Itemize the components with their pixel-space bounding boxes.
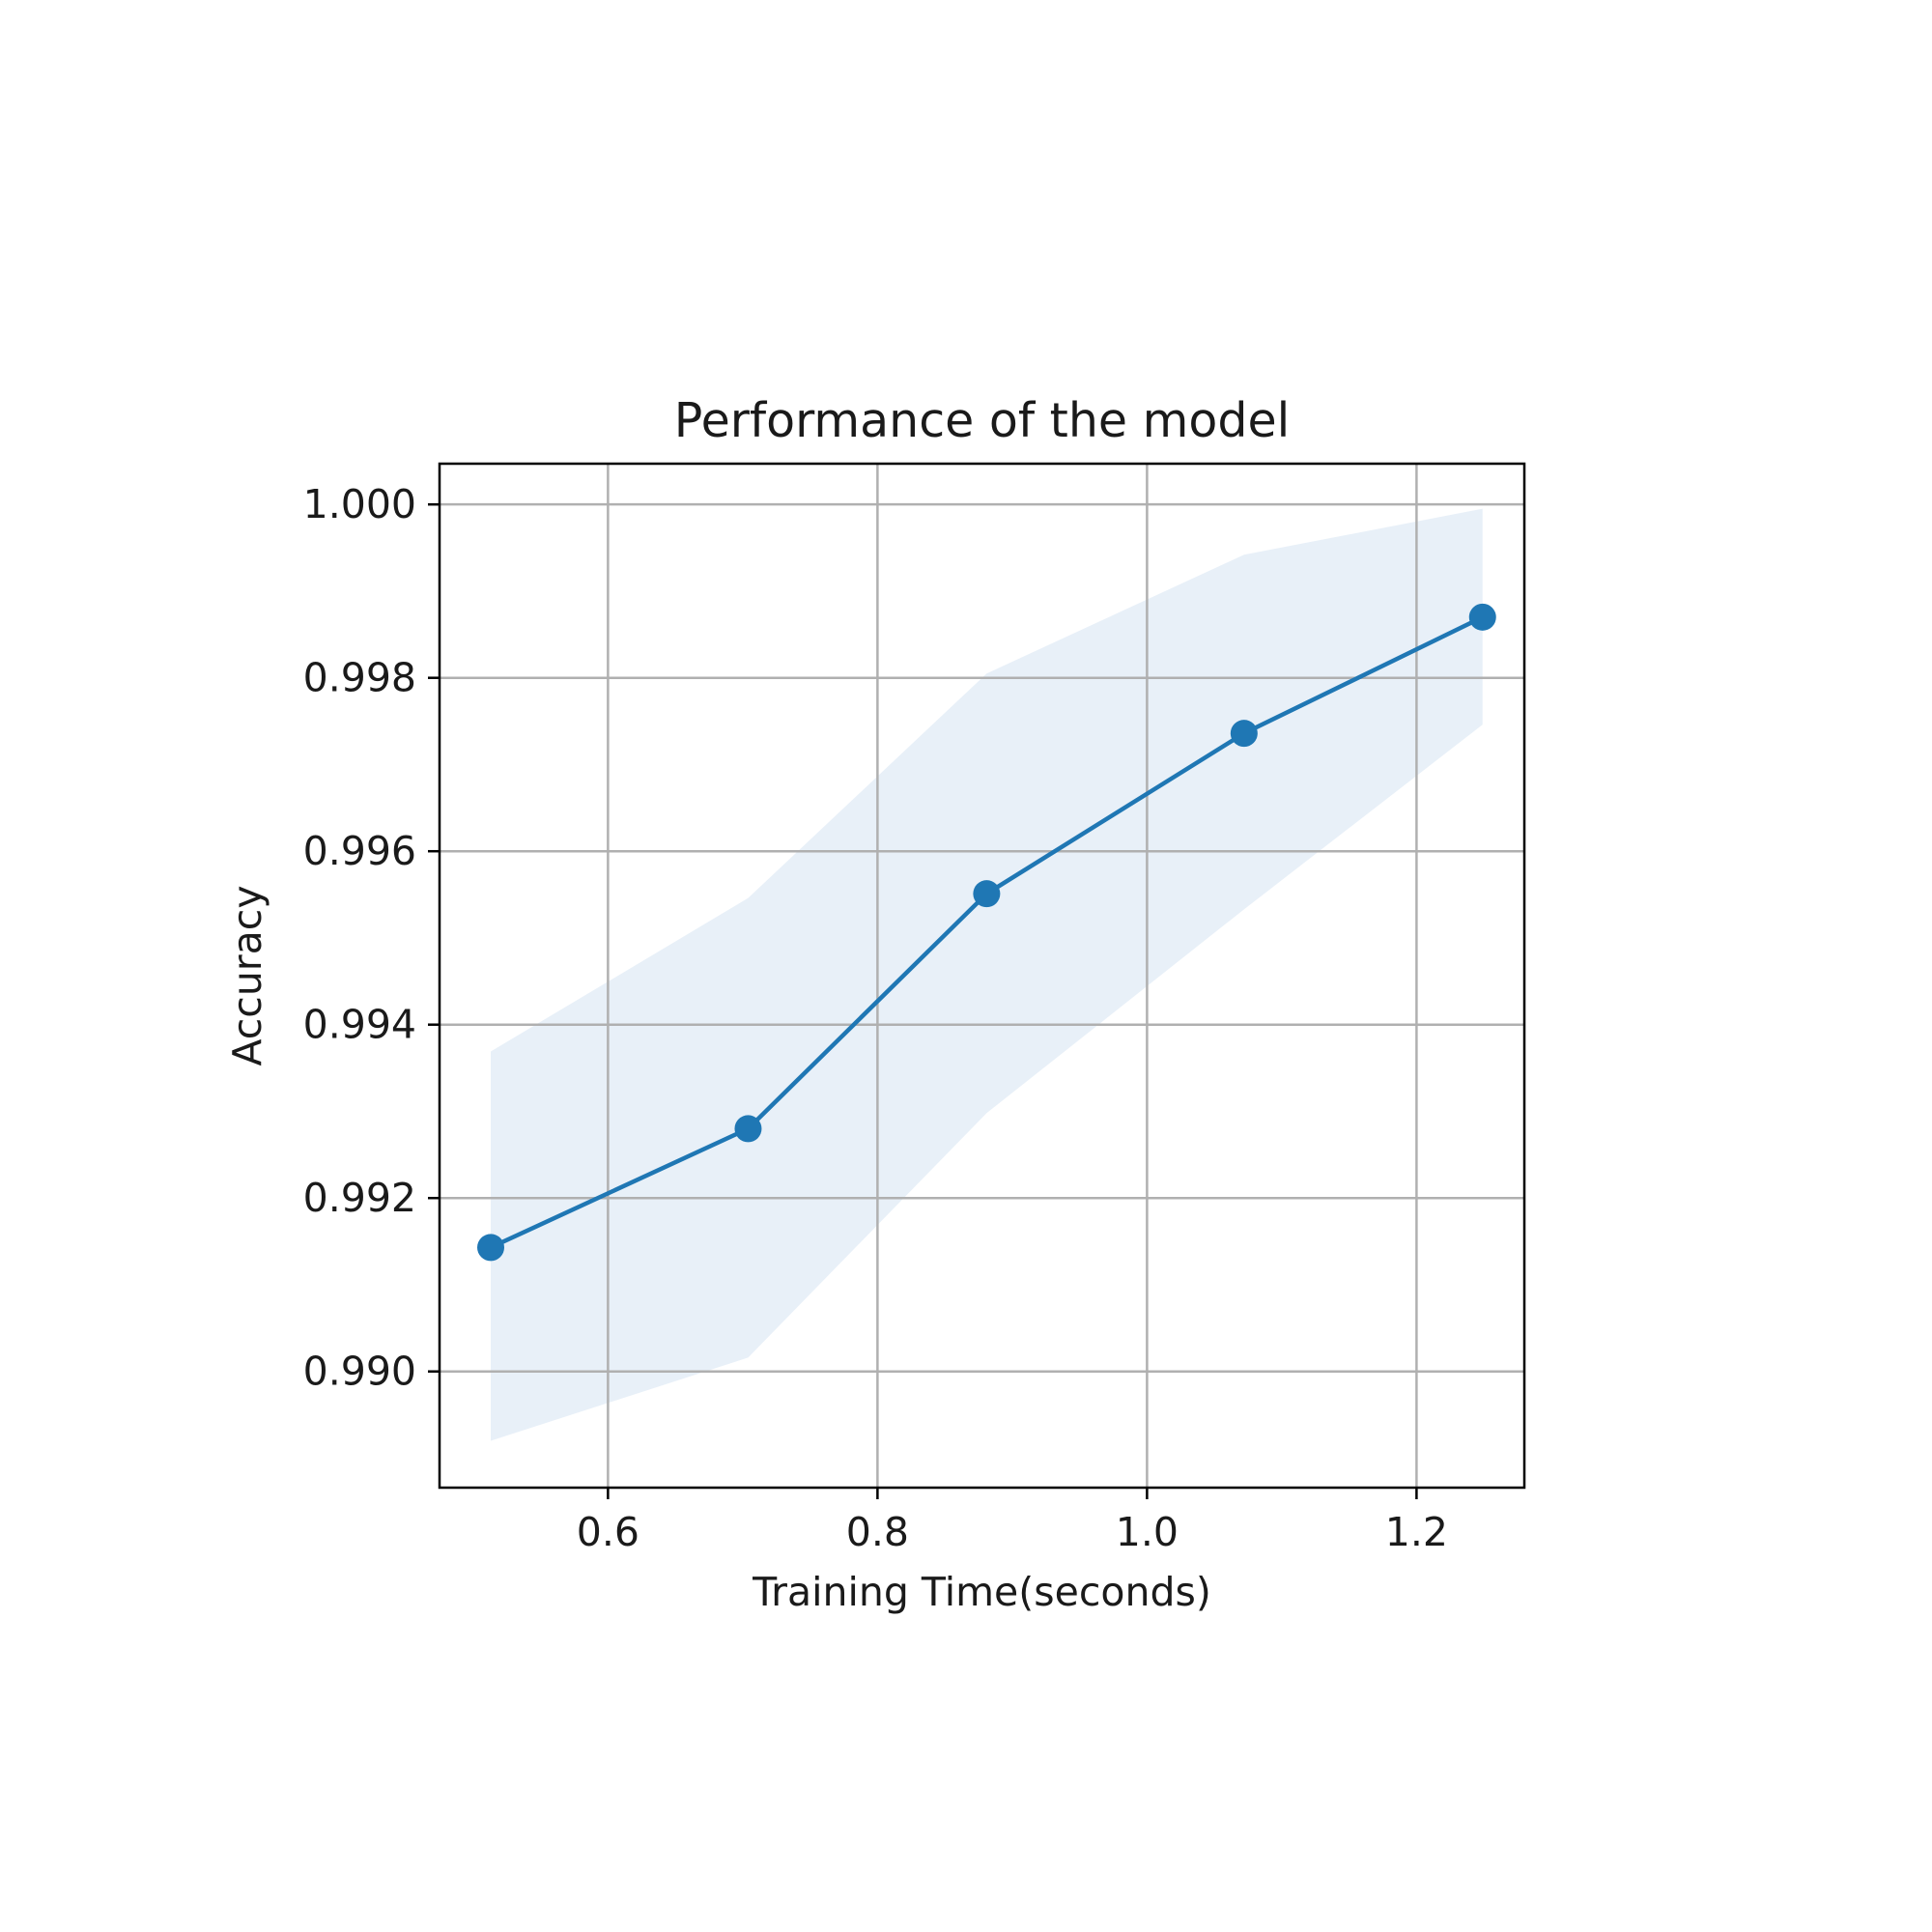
- x-tick-label: 0.8: [846, 1509, 909, 1555]
- y-axis-label: Accuracy: [224, 885, 270, 1065]
- data-point: [1468, 603, 1496, 631]
- x-axis-label: Training Time(seconds): [752, 1569, 1211, 1615]
- x-tick-label: 0.6: [577, 1509, 639, 1555]
- chart-title: Performance of the model: [674, 393, 1290, 448]
- y-tick-label: 0.990: [303, 1349, 416, 1395]
- y-tick-label: 1.000: [303, 481, 416, 527]
- data-point: [973, 880, 1001, 908]
- data-point: [1230, 720, 1258, 748]
- x-tick-label: 1.2: [1385, 1509, 1448, 1555]
- axes-frame: [438, 462, 1526, 1490]
- x-tick-label: 1.0: [1116, 1509, 1179, 1555]
- y-tick-label: 0.994: [303, 1002, 416, 1048]
- data-point: [734, 1115, 762, 1143]
- y-tick-label: 0.992: [303, 1175, 416, 1221]
- data-point: [477, 1234, 505, 1262]
- y-tick-label: 0.996: [303, 828, 416, 874]
- y-tick-label: 0.998: [303, 655, 416, 701]
